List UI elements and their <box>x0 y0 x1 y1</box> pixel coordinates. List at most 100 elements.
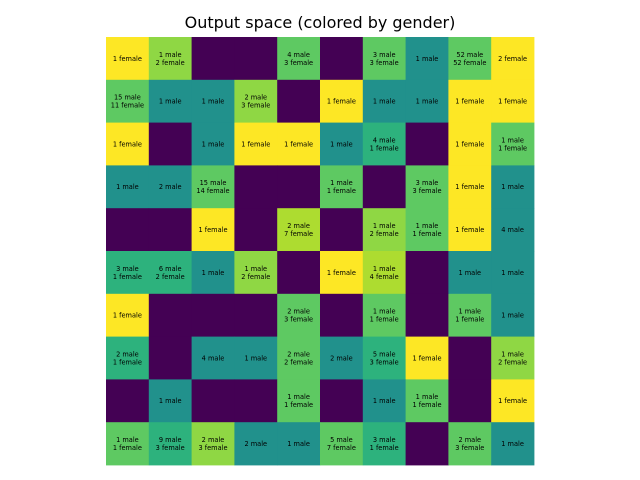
heatmap-cell-r7-c5 <box>320 336 364 380</box>
heatmap-cell-label: 1 female <box>455 98 484 106</box>
heatmap-cell-label: 3 female <box>284 59 313 67</box>
heatmap-cell-label: 1 female <box>113 55 142 63</box>
heatmap-cell-r6-c4 <box>277 293 321 337</box>
heatmap-cell-label: 2 male <box>287 350 310 358</box>
heatmap-cell-r8-c1 <box>148 379 192 423</box>
heatmap-cell-label: 1 female <box>113 140 142 148</box>
heatmap-cell-label: 1 male <box>373 222 396 230</box>
heatmap-cell-label: 1 female <box>284 401 313 409</box>
heatmap-cell-r6-c9 <box>491 293 535 337</box>
heatmap-cell-r1-c6 <box>362 79 406 123</box>
heatmap-cell-label: 2 male <box>116 350 139 358</box>
heatmap-cell-label: 1 male <box>373 98 396 106</box>
heatmap-cell-label: 2 male <box>244 440 267 448</box>
heatmap-cell-r0-c0 <box>106 37 150 81</box>
heatmap-cell-r0-c6 <box>362 37 406 81</box>
heatmap-cell-label: 1 male <box>244 265 267 273</box>
heatmap-cell-label: 1 male <box>373 265 396 273</box>
heatmap-cell-r4-c1 <box>148 208 192 252</box>
heatmap-cell-label: 1 male <box>416 393 439 401</box>
heatmap-cell-r8-c7 <box>405 379 449 423</box>
heatmap-cell-r5-c0 <box>106 251 150 295</box>
heatmap-cell-label: 1 female <box>113 273 142 281</box>
heatmap-cell-label: 1 male <box>416 55 439 63</box>
heatmap-cell-r5-c5 <box>320 251 364 295</box>
heatmap-cell-label: 7 female <box>327 444 356 452</box>
heatmap-cell-label: 1 female <box>498 144 527 152</box>
heatmap-cell-label: 1 female <box>498 98 527 106</box>
heatmap-cell-label: 4 female <box>370 273 399 281</box>
heatmap-cell-label: 1 female <box>455 316 484 324</box>
heatmap-cell-r1-c4 <box>277 79 321 123</box>
heatmap-cell-r9-c6 <box>362 422 406 466</box>
heatmap-cell-r0-c8 <box>448 37 492 81</box>
heatmap-cell-label: 52 female <box>453 59 486 67</box>
heatmap-cell-r8-c4 <box>277 379 321 423</box>
heatmap-cell-r2-c0 <box>106 122 150 166</box>
heatmap-cell-r6-c6 <box>362 293 406 337</box>
heatmap-cell-label: 3 female <box>370 358 399 366</box>
heatmap-cell-r0-c3 <box>234 37 278 81</box>
heatmap-cell-r2-c6 <box>362 122 406 166</box>
heatmap-cell-r9-c8 <box>448 422 492 466</box>
heatmap-cell-label: 1 male <box>458 308 481 316</box>
heatmap-cell-label: 1 male <box>202 269 225 277</box>
heatmap-cell-r2-c4 <box>277 122 321 166</box>
heatmap-cell-label: 2 male <box>202 436 225 444</box>
heatmap-cell-label: 4 male <box>287 51 310 59</box>
heatmap-cell-label: 1 male <box>287 440 310 448</box>
heatmap-cell-label: 1 female <box>412 230 441 238</box>
heatmap-cell-r6-c8 <box>448 293 492 337</box>
heatmap-cell-label: 4 male <box>501 226 524 234</box>
heatmap-cell-label: 1 male <box>373 308 396 316</box>
heatmap-cell-r9-c3 <box>234 422 278 466</box>
chart-title: Output space (colored by gender) <box>185 13 456 32</box>
heatmap-cell-label: 2 male <box>458 436 481 444</box>
heatmap-cell-label: 1 male <box>116 183 139 191</box>
heatmap-cell-label: 1 female <box>113 358 142 366</box>
heatmap-cell-r1-c5 <box>320 79 364 123</box>
heatmap-cell-r3-c6 <box>362 165 406 209</box>
heatmap-cell-label: 2 male <box>330 354 353 362</box>
heatmap-cell-label: 1 female <box>327 98 356 106</box>
heatmap-cell-r1-c3 <box>234 79 278 123</box>
heatmap-cell-label: 1 male <box>159 98 182 106</box>
heatmap-cell-r1-c9 <box>491 79 535 123</box>
heatmap-cell-label: 1 male <box>202 140 225 148</box>
heatmap-cell-label: 3 male <box>416 179 439 187</box>
heatmap-cell-label: 14 female <box>196 187 229 195</box>
heatmap-cell-r5-c6 <box>362 251 406 295</box>
heatmap-cell-label: 1 male <box>287 393 310 401</box>
heatmap-cell-label: 1 female <box>284 140 313 148</box>
heatmap-cell-r8-c9 <box>491 379 535 423</box>
heatmap-cell-label: 1 female <box>113 312 142 320</box>
heatmap-cell-label: 1 female <box>455 183 484 191</box>
heatmap-cell-r6-c5 <box>320 293 364 337</box>
heatmap-cell-r5-c4 <box>277 251 321 295</box>
heatmap-cell-label: 1 male <box>501 136 524 144</box>
heatmap-cell-r2-c9 <box>491 122 535 166</box>
heatmap-cell-r7-c2 <box>191 336 235 380</box>
heatmap-cell-label: 2 male <box>244 94 267 102</box>
heatmap-cell-label: 2 female <box>156 273 185 281</box>
heatmap-cell-r3-c9 <box>491 165 535 209</box>
heatmap-cell-r1-c0 <box>106 79 150 123</box>
heatmap-cell-label: 1 male <box>501 440 524 448</box>
heatmap-cell-label: 1 male <box>501 350 524 358</box>
heatmap-cell-label: 1 female <box>412 354 441 362</box>
heatmap-cell-r7-c1 <box>148 336 192 380</box>
heatmap-cell-label: 1 male <box>202 98 225 106</box>
heatmap-cell-r1-c1 <box>148 79 192 123</box>
heatmap-cell-r6-c3 <box>234 293 278 337</box>
heatmap-cell-label: 5 male <box>373 350 396 358</box>
heatmap-cell-label: 7 female <box>284 230 313 238</box>
heatmap-cell-label: 1 male <box>330 179 353 187</box>
heatmap-cell-label: 3 male <box>373 51 396 59</box>
heatmap-cell-r7-c9 <box>491 336 535 380</box>
heatmap-cell-r5-c1 <box>148 251 192 295</box>
heatmap-cell-label: 4 male <box>373 136 396 144</box>
heatmap-cell-label: 1 male <box>501 183 524 191</box>
heatmap-cell-r4-c8 <box>448 208 492 252</box>
heatmap-cell-r7-c6 <box>362 336 406 380</box>
